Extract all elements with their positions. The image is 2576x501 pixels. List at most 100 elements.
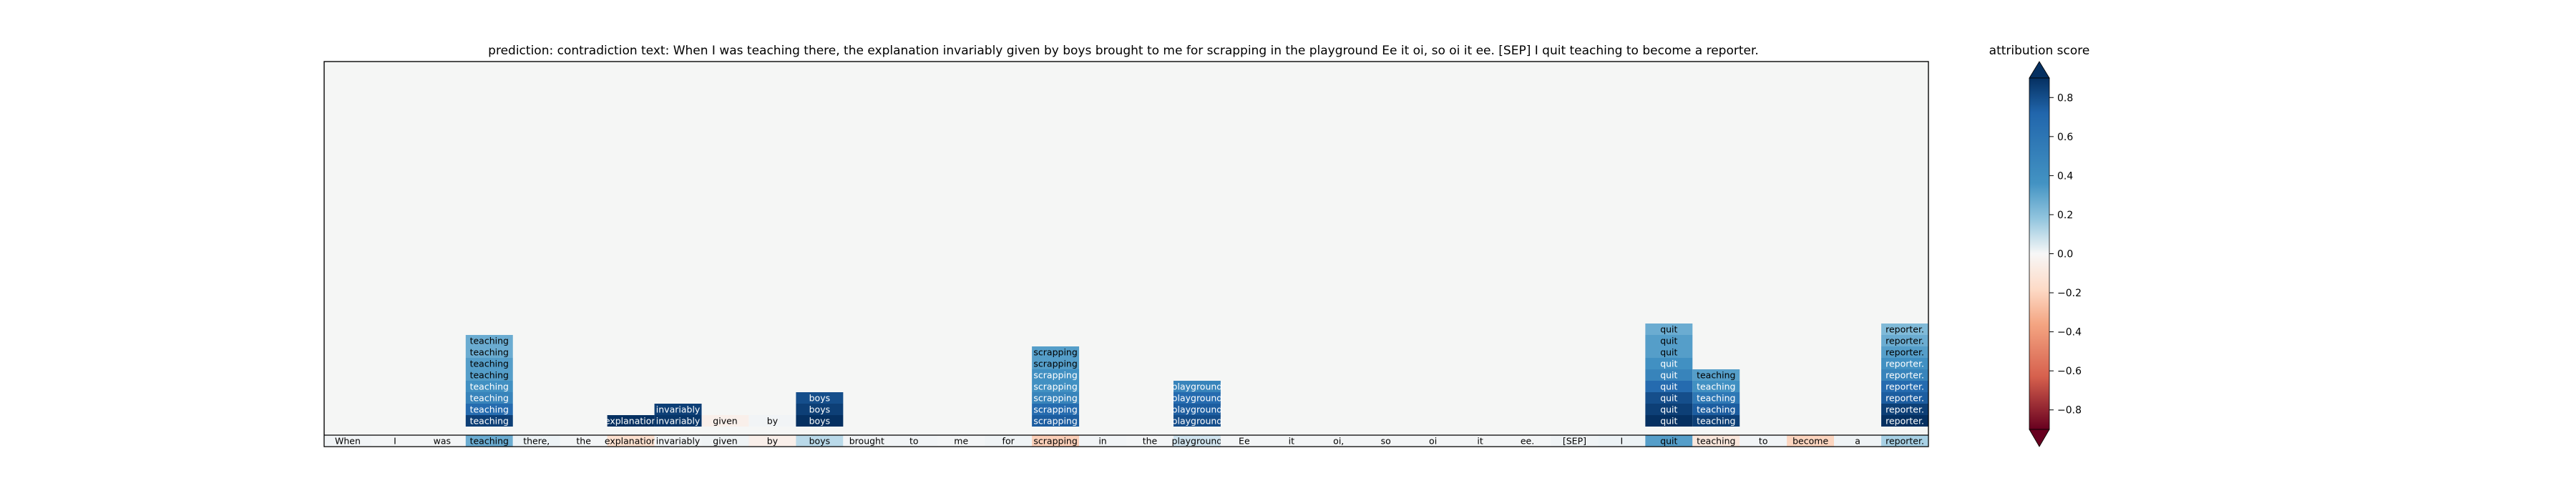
- token-cell: [1079, 435, 1126, 447]
- attention-cell-label: boys: [809, 416, 831, 427]
- attention-cell: [465, 415, 513, 427]
- attention-cell-label: boys: [809, 404, 831, 415]
- token-cell: [985, 435, 1033, 447]
- attention-cell: [465, 335, 513, 346]
- attention-cell-label: scrapping: [1033, 393, 1077, 404]
- token-cell: [1126, 435, 1174, 447]
- token-cell: [1503, 435, 1551, 447]
- attention-cell-label: scrapping: [1033, 381, 1077, 392]
- plot-frame: [323, 61, 1929, 447]
- token-label: to: [909, 436, 919, 447]
- attention-cell: [1881, 381, 1928, 392]
- attention-cell-label: teaching: [470, 370, 509, 381]
- token-cell: [1456, 435, 1504, 447]
- token-label: me: [954, 436, 968, 447]
- token-label: teaching: [1697, 436, 1735, 447]
- attention-cell-label: scrapping: [1033, 359, 1077, 369]
- attention-cell: [701, 415, 749, 427]
- token-cell: [1645, 435, 1693, 447]
- attention-cell: [1881, 335, 1928, 346]
- token-cell: [748, 435, 796, 447]
- attention-cell: [1645, 358, 1693, 369]
- token-label: brought: [849, 436, 884, 447]
- token-label: by: [767, 436, 779, 447]
- token-cell: [418, 435, 466, 447]
- attention-cell-label: teaching: [470, 416, 509, 427]
- token-cell: [890, 435, 938, 447]
- attention-cell-label: scrapping: [1033, 347, 1077, 358]
- attention-cell: [465, 392, 513, 404]
- attention-cell-label: reporter.: [1885, 404, 1924, 415]
- attention-cell-label: playground: [1172, 404, 1223, 415]
- token-cell: [1692, 435, 1740, 447]
- colorbar-bottom-extend: [2029, 429, 2050, 447]
- attention-cell: [1032, 415, 1080, 427]
- token-cell: [371, 435, 419, 447]
- attention-cell: [1032, 369, 1080, 381]
- token-cell: [701, 435, 749, 447]
- token-cell: [1881, 435, 1928, 447]
- attention-cell-label: teaching: [1697, 393, 1735, 404]
- attention-cell: [1881, 358, 1928, 369]
- attention-cell: [1645, 346, 1693, 358]
- colorbar-tick-label: 0.2: [2057, 210, 2073, 221]
- attention-cell: [1881, 404, 1928, 415]
- attention-cell-label: teaching: [1697, 381, 1735, 392]
- token-label: When: [335, 436, 361, 447]
- attention-cell: [465, 404, 513, 415]
- token-label: scrapping: [1033, 436, 1077, 447]
- attention-cell-label: by: [767, 416, 779, 427]
- token-cell: [1362, 435, 1410, 447]
- attention-cell-label: teaching: [1697, 404, 1735, 415]
- token-label: boys: [809, 436, 831, 447]
- attention-cell: [1173, 381, 1221, 392]
- token-cell: [654, 435, 702, 447]
- attention-cell: [1032, 381, 1080, 392]
- token-cell: [1409, 435, 1457, 447]
- attention-cell: [1881, 324, 1928, 335]
- attention-cell: [1173, 392, 1221, 404]
- attention-cell: [1881, 415, 1928, 427]
- colorbar-tick-label: −0.4: [2057, 327, 2082, 339]
- attention-cell-label: scrapping: [1033, 416, 1077, 427]
- attention-cell-label: reporter.: [1885, 416, 1924, 427]
- attention-cell-label: reporter.: [1885, 393, 1924, 404]
- attention-cell-label: reporter.: [1885, 324, 1924, 335]
- attention-cell-label: teaching: [1697, 370, 1735, 381]
- attention-cell: [796, 415, 844, 427]
- attention-cell-label: scrapping: [1033, 370, 1077, 381]
- attention-cell-label: quit: [1660, 359, 1677, 369]
- attention-cell-label: teaching: [470, 381, 509, 392]
- attention-cell: [465, 381, 513, 392]
- attention-cell: [1173, 404, 1221, 415]
- colorbar-tick-label: 0.0: [2057, 249, 2073, 261]
- attention-cell-label: teaching: [470, 347, 509, 358]
- attention-cell-label: reporter.: [1885, 336, 1924, 346]
- attention-cell-label: teaching: [470, 336, 509, 346]
- token-label: it: [1477, 436, 1483, 447]
- attention-cell-label: playground: [1172, 416, 1223, 427]
- token-label: a: [1855, 436, 1860, 447]
- attention-cell: [1032, 358, 1080, 369]
- token-label: it: [1289, 436, 1294, 447]
- attention-cell: [465, 358, 513, 369]
- token-label: reporter.: [1885, 436, 1924, 447]
- colorbar-top-extend: [2029, 61, 2050, 79]
- attention-cell-label: teaching: [470, 393, 509, 404]
- attention-cell-label: playground: [1172, 393, 1223, 404]
- colorbar-tick-label: −0.6: [2057, 366, 2082, 377]
- token-cell: [1598, 435, 1646, 447]
- attention-cell-label: quit: [1660, 347, 1677, 358]
- token-label: playground: [1172, 436, 1223, 447]
- colorbar-tick-label: −0.8: [2057, 405, 2082, 417]
- token-cell: [1551, 435, 1599, 447]
- token-label: become: [1792, 436, 1828, 447]
- token-cell: [937, 435, 985, 447]
- attention-cell-label: quit: [1660, 416, 1677, 427]
- attention-cell: [1645, 335, 1693, 346]
- attention-cell-label: playground: [1172, 381, 1223, 392]
- token-label: to: [1759, 436, 1768, 447]
- attention-cell: [654, 404, 702, 415]
